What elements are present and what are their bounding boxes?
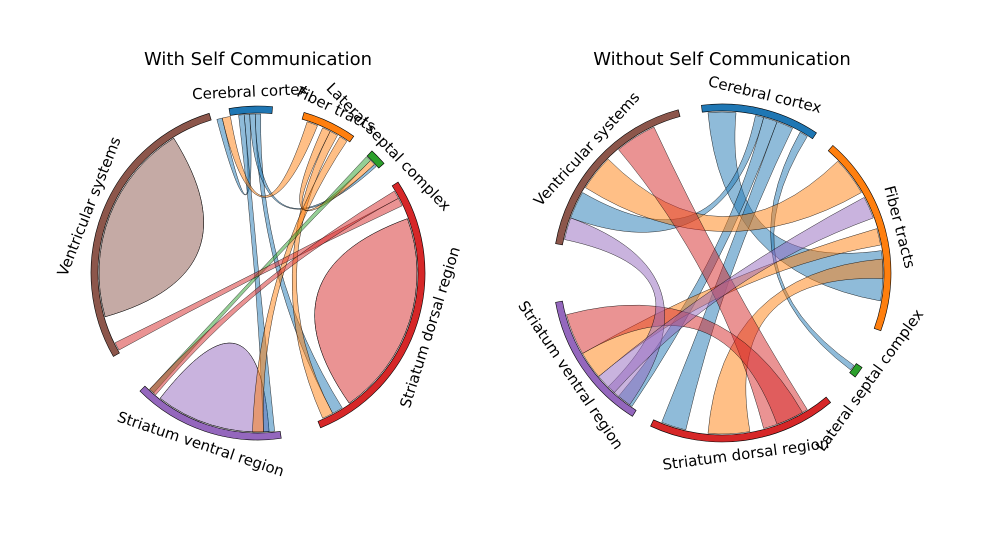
label-lateral-septal-complex: Lateral septal complex [812,306,927,455]
arc-striatum-dorsal-region [650,396,832,443]
arc-ventricular-systems [90,112,212,357]
arc-cerebral-cortex [228,105,273,116]
chart-title: Without Self Communication [593,49,851,70]
ribbon-ventricular-systems-to-ventricular-systems [98,137,204,318]
chart-title: With Self Communication [144,49,372,70]
arc-lateral-septal-complex [849,363,863,378]
arc-ventricular-systems [555,109,681,246]
arc-fiber-tracts [827,145,892,332]
ribbon-striatum-dorsal-region-to-striatum-ventral-region [566,304,803,425]
ribbon-fiber-tracts-to-ventricular-systems [585,158,862,232]
arc-striatum-ventral-region [555,300,637,417]
arc-striatum-dorsal-region [317,181,426,429]
arc-fiber-tracts [301,112,355,143]
ribbon-cerebral-cortex-to-lateral-septal-complex [770,131,855,371]
ribbon-cerebral-cortex-to-ventricular-systems [570,115,764,233]
ribbon-cerebral-cortex-to-lateral-septal-complex [249,113,377,210]
arc-striatum-ventral-region [139,385,282,441]
arc-lateral-septal-complex [366,150,385,169]
ribbon-striatum-ventral-region-to-striatum-ventral-region [159,342,270,433]
ribbon-striatum-dorsal-region-to-striatum-ventral-region [149,190,399,396]
ribbon-striatum-dorsal-region-to-striatum-dorsal-region [314,218,418,404]
ribbon-striatum-ventral-region-to-fiber-tracts [598,197,874,393]
ribbons [98,113,418,433]
arc-cerebral-cortex [701,103,817,140]
label-cerebral-cortex: Cerebral cortex [192,80,309,103]
ribbon-fiber-tracts-to-lateral-septal-complex [299,127,375,212]
ribbons [564,111,884,435]
ribbon-fiber-tracts-to-ventricular-systems [221,116,318,198]
